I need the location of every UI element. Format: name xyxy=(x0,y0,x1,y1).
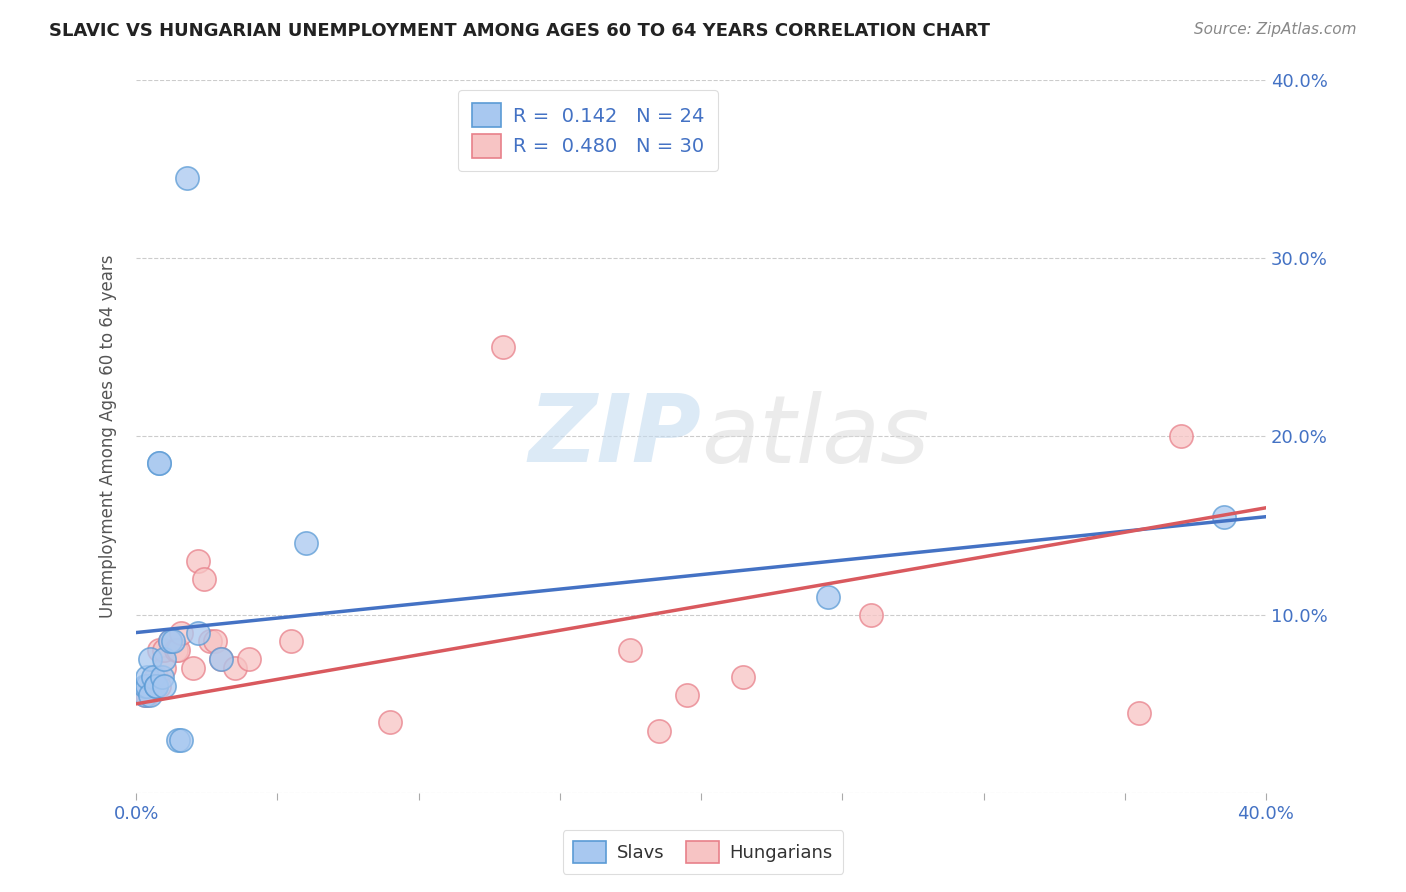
Point xyxy=(170,625,193,640)
Point xyxy=(145,679,167,693)
Point xyxy=(647,723,669,738)
Y-axis label: Unemployment Among Ages 60 to 64 years: Unemployment Among Ages 60 to 64 years xyxy=(100,255,117,618)
Point xyxy=(204,634,226,648)
Point xyxy=(280,634,302,648)
Point xyxy=(198,634,221,648)
Text: Source: ZipAtlas.com: Source: ZipAtlas.com xyxy=(1194,22,1357,37)
Point xyxy=(817,590,839,604)
Point xyxy=(136,670,159,684)
Point xyxy=(224,661,246,675)
Point xyxy=(139,652,162,666)
Point xyxy=(153,661,176,675)
Point xyxy=(145,670,167,684)
Point xyxy=(136,688,159,702)
Point xyxy=(145,679,167,693)
Point xyxy=(134,688,156,702)
Point xyxy=(209,652,232,666)
Point xyxy=(162,634,184,648)
Point xyxy=(167,732,190,747)
Point xyxy=(153,652,176,666)
Point xyxy=(294,536,316,550)
Point xyxy=(176,171,198,186)
Point xyxy=(165,643,187,657)
Point xyxy=(148,456,170,470)
Text: ZIP: ZIP xyxy=(529,391,702,483)
Point xyxy=(1128,706,1150,720)
Point xyxy=(167,643,190,657)
Point xyxy=(170,732,193,747)
Point xyxy=(238,652,260,666)
Point xyxy=(1212,509,1234,524)
Text: atlas: atlas xyxy=(702,391,929,482)
Point xyxy=(148,643,170,657)
Legend: R =  0.142   N = 24, R =  0.480   N = 30: R = 0.142 N = 24, R = 0.480 N = 30 xyxy=(458,90,718,171)
Point xyxy=(209,652,232,666)
Point xyxy=(181,661,204,675)
Point xyxy=(148,456,170,470)
Point xyxy=(159,634,181,648)
Point xyxy=(676,688,699,702)
Point xyxy=(733,670,755,684)
Point xyxy=(142,679,165,693)
Point xyxy=(153,643,176,657)
Point xyxy=(134,679,156,693)
Text: SLAVIC VS HUNGARIAN UNEMPLOYMENT AMONG AGES 60 TO 64 YEARS CORRELATION CHART: SLAVIC VS HUNGARIAN UNEMPLOYMENT AMONG A… xyxy=(49,22,990,40)
Point xyxy=(619,643,641,657)
Point xyxy=(139,688,162,702)
Point xyxy=(150,670,173,684)
Point xyxy=(159,634,181,648)
Point xyxy=(153,679,176,693)
Legend: Slavs, Hungarians: Slavs, Hungarians xyxy=(562,830,844,874)
Point xyxy=(136,679,159,693)
Point xyxy=(380,714,402,729)
Point xyxy=(134,688,156,702)
Point xyxy=(142,670,165,684)
Point xyxy=(187,554,209,568)
Point xyxy=(187,625,209,640)
Point xyxy=(148,679,170,693)
Point xyxy=(492,340,515,354)
Point xyxy=(1170,429,1192,443)
Point xyxy=(859,607,882,622)
Point xyxy=(193,572,215,586)
